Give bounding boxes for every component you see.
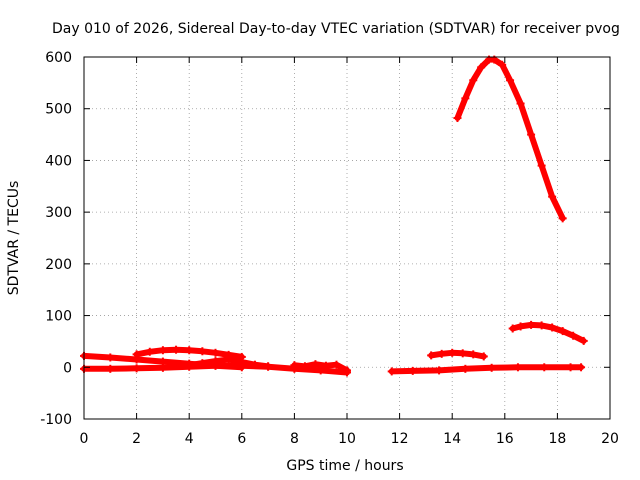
- data-point: [577, 363, 586, 372]
- data-point: [211, 357, 220, 366]
- grid-lines: [84, 57, 610, 419]
- x-tick-label: 18: [548, 431, 566, 447]
- data-point: [158, 346, 167, 355]
- series-arc-13-14: [427, 348, 488, 361]
- data-point: [132, 355, 141, 364]
- x-tick-label: 6: [237, 431, 246, 447]
- x-tick-label: 16: [496, 431, 514, 447]
- x-tick-label: 4: [185, 431, 194, 447]
- y-tick-label: 400: [45, 153, 72, 169]
- data-point: [508, 324, 517, 333]
- data-point: [461, 94, 470, 103]
- data-point: [332, 360, 341, 369]
- data-point: [185, 361, 194, 370]
- x-tick-label: 2: [132, 431, 141, 447]
- y-tick-label: 0: [63, 360, 72, 376]
- data-point: [479, 352, 488, 361]
- data-point: [458, 349, 467, 358]
- data-point: [566, 363, 575, 372]
- data-point: [548, 323, 557, 332]
- y-tick-label: 500: [45, 102, 72, 118]
- data-point: [516, 322, 525, 331]
- data-point: [558, 327, 567, 336]
- x-tick-label: 10: [338, 431, 356, 447]
- data-point: [527, 320, 536, 329]
- x-tick-label: 20: [601, 431, 619, 447]
- y-tick-label: 100: [45, 309, 72, 325]
- data-point: [506, 76, 515, 85]
- data-point: [461, 364, 470, 373]
- data-point: [437, 349, 446, 358]
- y-tick-label: 300: [45, 205, 72, 221]
- y-tick-label: 600: [45, 50, 72, 66]
- data-point: [321, 361, 330, 370]
- series-arc-wiggle-4-7: [185, 355, 273, 371]
- y-ticks: -100 0 100 200 300 400 500 600: [40, 50, 610, 428]
- data-point: [408, 366, 417, 375]
- data-point: [198, 359, 207, 368]
- series-arc-peak: [453, 55, 567, 223]
- data-point: [527, 130, 536, 139]
- data-point: [172, 345, 181, 354]
- series-arc-late-low: [387, 363, 586, 376]
- data-point: [132, 364, 141, 373]
- data-point: [106, 353, 115, 362]
- data-point: [185, 346, 194, 355]
- chart-title: Day 010 of 2026, Sidereal Day-to-day VTE…: [52, 21, 620, 37]
- data-point: [548, 192, 557, 201]
- series-arc-low-0-10: [80, 361, 351, 377]
- series-arc-high-late: [508, 320, 588, 345]
- x-axis-label: GPS time / hours: [286, 458, 403, 474]
- series-arc-wiggle-8-10: [290, 360, 351, 375]
- data-point: [311, 360, 320, 369]
- data-point: [477, 63, 486, 72]
- data-point: [513, 363, 522, 372]
- data-point: [498, 60, 507, 69]
- data-point: [537, 321, 546, 330]
- data-point: [453, 114, 462, 123]
- data-point: [516, 99, 525, 108]
- x-ticks: 0 2 4 6 8 10 12 14 16 18 20: [80, 57, 619, 447]
- data-point: [469, 76, 478, 85]
- series-line: [388, 364, 585, 375]
- data-point: [250, 360, 259, 369]
- data-point: [558, 214, 567, 223]
- data-point: [448, 348, 457, 357]
- data-layer: [80, 55, 588, 377]
- data-point: [211, 348, 220, 357]
- series-arc-mid-2-6: [132, 345, 246, 361]
- data-point: [158, 363, 167, 372]
- data-point: [579, 336, 588, 345]
- data-point: [264, 362, 273, 371]
- x-tick-label: 12: [391, 431, 409, 447]
- data-point: [106, 364, 115, 373]
- x-tick-label: 8: [290, 431, 299, 447]
- y-tick-label: -100: [40, 412, 72, 428]
- data-point: [343, 366, 351, 375]
- data-point: [237, 358, 246, 367]
- data-point: [537, 161, 546, 170]
- x-tick-label: 0: [80, 431, 89, 447]
- data-point: [290, 361, 299, 370]
- data-point: [198, 347, 207, 356]
- data-point: [427, 351, 436, 360]
- data-point: [469, 350, 478, 359]
- data-point: [540, 363, 549, 372]
- y-tick-label: 200: [45, 257, 72, 273]
- x-tick-label: 14: [443, 431, 461, 447]
- data-point: [387, 367, 396, 376]
- data-point: [487, 363, 496, 372]
- data-point: [300, 362, 309, 371]
- y-axis-label: SDTVAR / TECUs: [6, 181, 22, 296]
- data-point: [145, 347, 154, 356]
- data-point: [569, 331, 578, 340]
- data-point: [224, 355, 233, 364]
- data-point: [435, 366, 444, 375]
